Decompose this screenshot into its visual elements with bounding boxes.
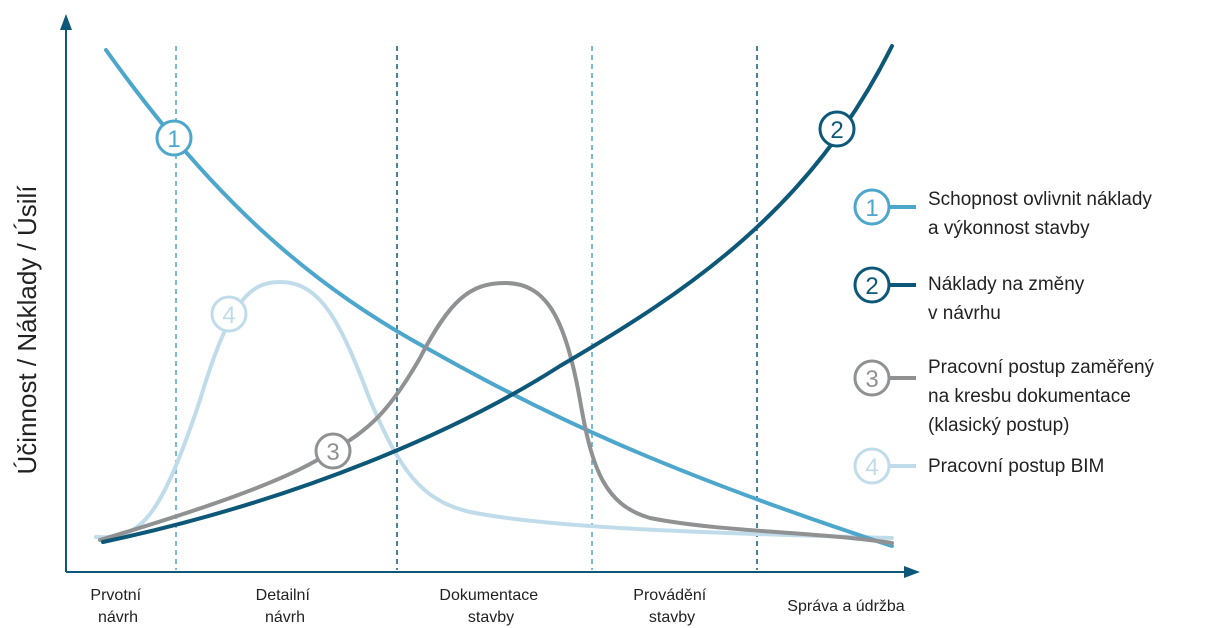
svg-text:1: 1 [865, 195, 878, 222]
svg-text:4: 4 [865, 454, 878, 481]
phase-label-dokumentace: Dokumentace stavby [439, 587, 542, 626]
curve-3-marker: 3 [314, 432, 352, 470]
svg-text:2: 2 [865, 273, 878, 300]
phase-label-prvotni: Prvotní návrh [90, 587, 145, 626]
phase-labels: Prvotní návrh Detailní návrh Dokumentace… [90, 587, 904, 626]
curve-4-bim-workflow [94, 279, 894, 540]
svg-text:3: 3 [326, 439, 339, 466]
legend-text-3: Pracovní postup zaměřený na kresbu dokum… [928, 357, 1159, 436]
curve-markers: 1 2 3 4 [155, 110, 856, 470]
axes [60, 14, 920, 578]
phase-label-detailni: Detailní návrh [256, 587, 315, 626]
curve-4-marker: 4 [210, 295, 248, 333]
legend-text-1: Schopnost ovlivnit náklady a výkonnost s… [928, 189, 1157, 239]
svg-text:2: 2 [830, 117, 843, 144]
y-axis-label: Účinnost / Náklady / Úsilí [12, 185, 42, 475]
phase-label-sprava: Správa a údržba [787, 598, 905, 615]
legend-item-1: 1 Schopnost ovlivnit náklady a výkonnost… [853, 188, 1157, 239]
legend-item-4: 4 Pracovní postup BIM [853, 447, 1104, 485]
legend-text-4: Pracovní postup BIM [928, 456, 1104, 477]
curve-1-marker: 1 [155, 119, 193, 157]
y-axis-arrow [60, 14, 72, 30]
svg-text:1: 1 [167, 126, 180, 153]
x-axis-arrow [904, 566, 920, 578]
svg-text:3: 3 [865, 366, 878, 393]
legend: 1 Schopnost ovlivnit náklady a výkonnost… [853, 188, 1159, 485]
curve-1-ability-to-impact [104, 48, 894, 548]
curves [94, 44, 894, 548]
legend-item-2: 2 Náklady na změny v návrhu [853, 266, 1090, 324]
legend-text-2: Náklady na změny v návrhu [928, 274, 1090, 324]
curve-2-cost-of-changes [101, 44, 894, 544]
legend-item-3: 3 Pracovní postup zaměřený na kresbu dok… [853, 357, 1159, 436]
phase-dividers [175, 46, 758, 570]
svg-text:4: 4 [222, 302, 235, 329]
curve-2-marker: 2 [818, 110, 856, 148]
phase-label-provadeni: Provádění stavby [633, 587, 710, 626]
